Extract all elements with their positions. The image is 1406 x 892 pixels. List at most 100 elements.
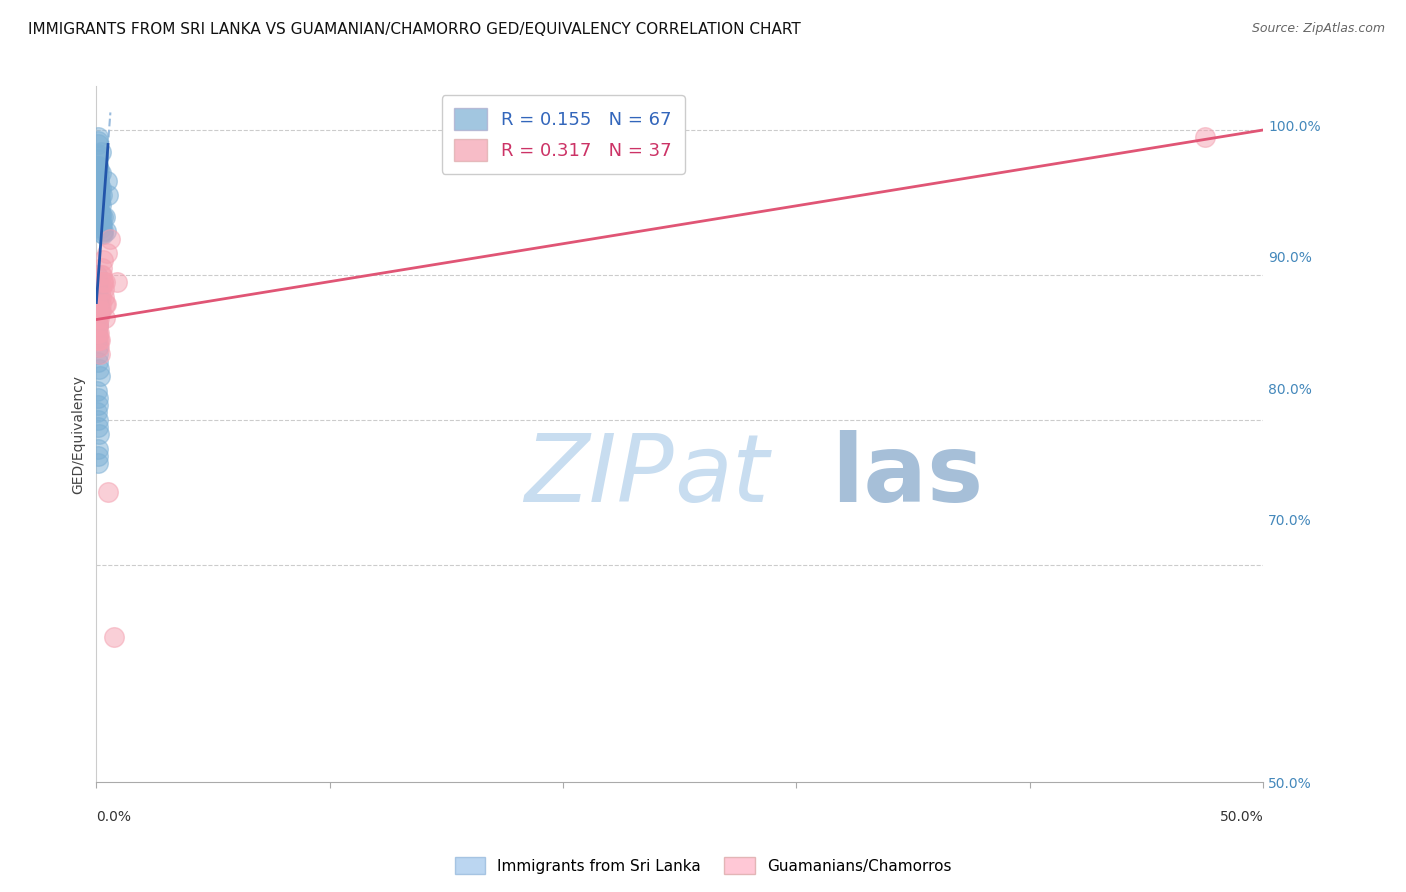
Point (87, 318, 110, 333)
Point (103, 630, 125, 644)
Point (93, 224, 115, 238)
Point (87, 311, 110, 326)
Point (94, 311, 117, 326)
Point (89, 333, 111, 347)
Point (90, 221, 112, 235)
Point (86, 135, 108, 149)
Point (93, 289, 115, 303)
Point (86, 159, 108, 173)
Point (89, 178, 111, 192)
Point (90, 282, 112, 296)
Point (97, 485, 120, 500)
Text: Source: ZipAtlas.com: Source: ZipAtlas.com (1251, 22, 1385, 36)
Point (91, 275, 114, 289)
Point (105, 275, 128, 289)
Point (87, 173, 110, 187)
Point (87, 413, 110, 427)
Point (87, 147, 110, 161)
Point (87, 149, 110, 163)
Point (90, 304, 112, 318)
Point (87, 173, 110, 187)
Point (87, 304, 110, 318)
Point (89, 297, 111, 311)
Point (90, 145, 112, 159)
Point (90, 289, 112, 303)
Point (87, 289, 110, 303)
Point (86, 130, 108, 145)
Point (87, 347, 110, 361)
Point (87, 333, 110, 347)
Point (86, 311, 108, 326)
Point (86, 442, 108, 456)
Point (90, 216, 112, 230)
Point (89, 369, 111, 384)
Point (91, 217, 114, 231)
Point (89, 195, 111, 210)
Point (86, 384, 108, 398)
Point (89, 193, 111, 207)
Point (89, 184, 111, 198)
Point (87, 391, 110, 405)
Point (87, 340, 110, 354)
Point (86, 268, 108, 282)
Legend: R = 0.155   N = 67, R = 0.317   N = 37: R = 0.155 N = 67, R = 0.317 N = 37 (441, 95, 685, 174)
Point (94, 297, 117, 311)
Point (89, 188, 111, 202)
Point (90, 181, 112, 195)
Point (90, 268, 112, 282)
Point (89, 304, 111, 318)
Point (86, 405, 108, 419)
Text: at: at (673, 431, 769, 522)
Point (91, 253, 114, 268)
Point (87, 449, 110, 463)
Point (90, 207, 112, 221)
Point (87, 362, 110, 376)
Point (87, 161, 110, 175)
Point (96, 246, 118, 260)
Point (89, 347, 111, 361)
Text: ZIP: ZIP (524, 431, 673, 522)
Point (87, 318, 110, 333)
Point (87, 152, 110, 166)
Point (91, 226, 114, 240)
Legend: Immigrants from Sri Lanka, Guamanians/Chamorros: Immigrants from Sri Lanka, Guamanians/Ch… (449, 851, 957, 880)
Text: 0.0%: 0.0% (97, 810, 131, 824)
Point (87, 163, 110, 178)
Point (91, 268, 114, 282)
Point (89, 217, 111, 231)
Point (86, 137, 108, 152)
Point (93, 275, 115, 289)
Point (87, 169, 110, 184)
Point (87, 282, 110, 296)
Point (93, 210, 115, 224)
Point (96, 173, 118, 187)
Point (94, 224, 117, 238)
Point (87, 159, 110, 173)
Point (90, 297, 112, 311)
Point (90, 210, 112, 224)
Y-axis label: GED/Equivalency: GED/Equivalency (72, 375, 86, 493)
Point (91, 210, 114, 224)
Point (86, 297, 108, 311)
Point (87, 456, 110, 470)
Point (87, 427, 110, 442)
Point (86, 326, 108, 340)
Text: las: las (831, 430, 984, 522)
Point (89, 205, 111, 219)
Text: IMMIGRANTS FROM SRI LANKA VS GUAMANIAN/CHAMORRO GED/EQUIVALENCY CORRELATION CHAR: IMMIGRANTS FROM SRI LANKA VS GUAMANIAN/C… (28, 22, 801, 37)
Point (90, 166, 112, 180)
Point (87, 420, 110, 434)
Point (87, 318, 110, 333)
Point (94, 297, 117, 311)
Point (89, 195, 111, 210)
Point (93, 275, 115, 289)
Point (87, 398, 110, 412)
Point (86, 326, 108, 340)
Point (90, 198, 112, 212)
Text: 50.0%: 50.0% (1219, 810, 1263, 824)
Point (89, 181, 111, 195)
Point (91, 188, 114, 202)
Point (89, 326, 111, 340)
Point (86, 297, 108, 311)
Point (89, 333, 111, 347)
